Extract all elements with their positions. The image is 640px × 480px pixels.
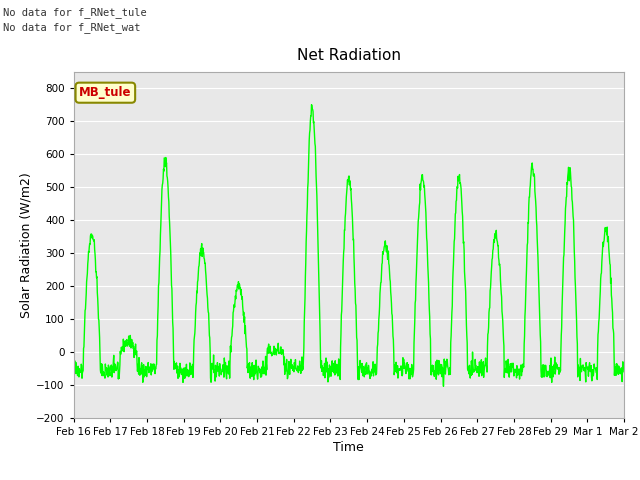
Text: MB_tule: MB_tule	[79, 86, 132, 99]
X-axis label: Time: Time	[333, 441, 364, 454]
Title: Net Radiation: Net Radiation	[297, 48, 401, 62]
Y-axis label: Solar Radiation (W/m2): Solar Radiation (W/m2)	[19, 172, 32, 318]
Text: No data for f_RNet_tule: No data for f_RNet_tule	[3, 7, 147, 18]
Text: No data for f_RNet_wat: No data for f_RNet_wat	[3, 22, 141, 33]
